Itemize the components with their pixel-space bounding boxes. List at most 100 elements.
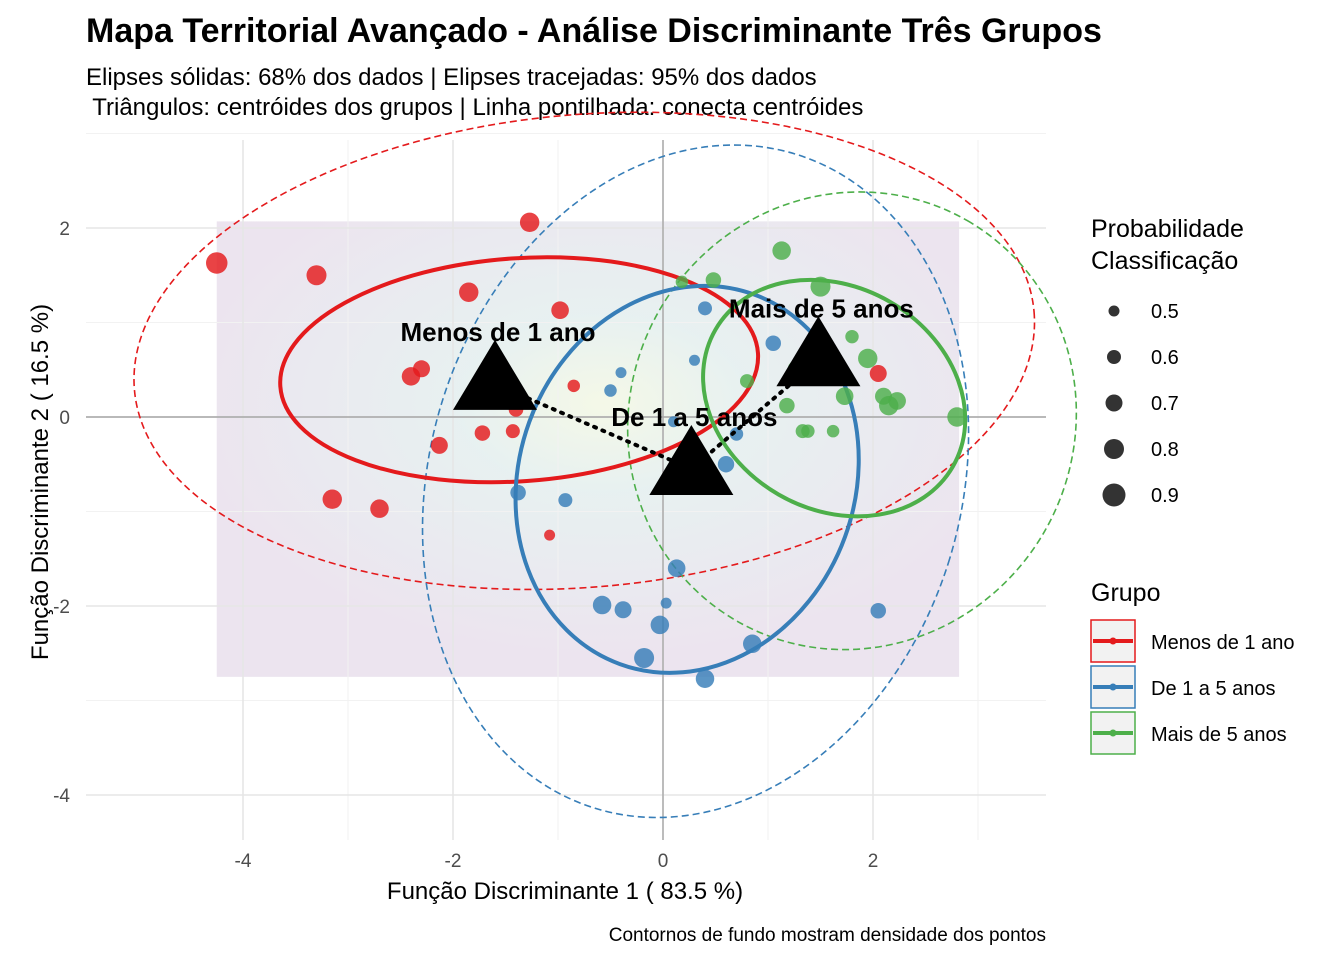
data-point [505,424,520,439]
y-tick-label: -2 [53,597,70,618]
centroid-triangle-1 [649,424,734,495]
data-point [675,275,689,289]
legend-group-label: De 1 a 5 anos [1151,678,1276,700]
data-point [430,436,448,454]
data-point [740,374,754,389]
data-point [558,493,573,508]
x-tick-label: 0 [658,851,669,872]
ellipse-68-2 [701,277,968,519]
centroid-connector [689,358,821,471]
legend-size-label: 0.6 [1151,347,1179,369]
legend-probability: Probabilidade Classificação 0.5 0.6 0.7 0.8… [1091,215,1244,507]
legend-size-key [1105,394,1123,412]
data-point [667,559,686,577]
centroid-label-2: Mais de 5 anos [729,293,914,323]
legend-size-key [1108,305,1120,317]
legend-group-key-dot [1109,683,1117,691]
data-point [826,424,840,438]
y-tick-label: -4 [53,786,70,807]
data-point [765,335,781,352]
data-points [206,212,967,689]
data-point [772,241,791,260]
data-point [551,301,569,320]
data-point [615,367,627,379]
legend-group-label: Menos de 1 ano [1151,632,1294,654]
data-point [689,354,700,366]
legend-group-key-dot [1109,729,1117,737]
data-point [947,407,967,427]
chart-subtitle-line-1: Elipses sólidas: 68% dos dados | Elipses… [86,64,817,91]
legend-size-key [1104,439,1124,459]
centroid-label-1: De 1 a 5 anos [611,402,777,432]
density-region [216,221,960,677]
axis-ticks: -4 -2 0 2 -4 -2 0 2 [53,219,878,872]
legend-size-label: 0.7 [1151,393,1179,415]
data-point [370,499,389,518]
data-point [206,252,228,274]
data-point [401,367,421,386]
y-tick-label: 2 [59,219,70,240]
data-point [592,595,612,615]
legend-size-key [1107,350,1121,364]
data-point [668,416,679,428]
data-point [870,602,886,619]
density-background [216,221,960,677]
data-point [510,484,526,501]
data-point [845,329,859,344]
data-point [888,392,906,410]
legend-size-key [1102,483,1126,507]
data-point [698,301,712,316]
data-point [604,384,617,397]
y-axis-title: Função Discriminante 2 ( 16.5 %) [27,304,54,660]
plot-panel: Menos de 1 ano De 1 a 5 anos Mais de 5 ano… [86,111,1078,840]
legend-size-label: 0.9 [1151,485,1179,507]
data-point [795,424,810,439]
legend-size-title-line-1: Probabilidade [1091,215,1244,243]
data-point [729,427,744,441]
legend-group: Grupo Menos de 1 ano De 1 a 5 anos Mais de… [1090,579,1294,755]
legend-size-label: 0.5 [1151,301,1179,323]
data-point [650,615,670,635]
x-tick-label: 2 [868,851,879,872]
legend-group-title: Grupo [1091,579,1160,607]
data-point [717,456,735,473]
ellipse-95-2 [626,191,1078,651]
data-point [810,276,831,297]
data-point [567,379,580,393]
data-point [705,272,722,288]
centroid-triangle-0 [453,339,537,410]
data-point [322,489,342,509]
x-axis-title: Função Discriminante 1 ( 83.5 %) [387,878,743,905]
data-point [660,597,672,609]
legend-size-label: 0.8 [1151,439,1179,461]
data-point [306,265,327,286]
confidence-ellipses [133,111,1078,819]
data-point [695,669,715,689]
data-point [743,634,762,654]
data-point [779,397,795,414]
legend-size-title-line-2: Classificação [1091,247,1238,275]
centroid-label-0: Menos de 1 ano [400,317,595,347]
chart-caption: Contornos de fundo mostram densidade dos… [609,925,1046,946]
data-point [869,365,887,383]
ellipse-95-1 [421,144,970,819]
data-point [634,647,655,668]
legend-group-label: Mais de 5 anos [1151,724,1287,746]
ellipse-95-0 [133,111,1036,591]
data-point [544,529,556,541]
data-point [614,601,632,619]
x-tick-label: -2 [445,851,462,872]
y-tick-label: 0 [59,408,70,429]
data-point [474,425,491,441]
chart-subtitle-line-2: Triângulos: centróides dos grupos | Linh… [86,94,863,121]
data-point [858,348,878,369]
data-point [835,387,854,406]
centroids: Menos de 1 ano De 1 a 5 anos Mais de 5 ano… [400,293,914,495]
data-point [519,212,540,233]
centroid-triangle-2 [776,316,861,387]
data-point [459,282,479,302]
chart-title: Mapa Territorial Avançado - Análise Disc… [86,12,1102,50]
legend-group-key-dot [1109,637,1117,645]
ellipse-68-0 [278,255,761,485]
